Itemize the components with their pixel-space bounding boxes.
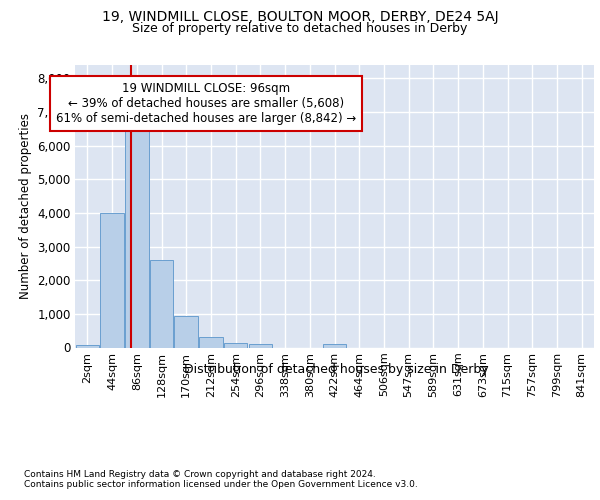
- Bar: [175, 316, 198, 348]
- Text: 19, WINDMILL CLOSE, BOULTON MOOR, DERBY, DE24 5AJ: 19, WINDMILL CLOSE, BOULTON MOOR, DERBY,…: [101, 10, 499, 24]
- Bar: [150, 260, 173, 348]
- Bar: [248, 344, 272, 348]
- Y-axis label: Number of detached properties: Number of detached properties: [19, 114, 32, 299]
- Text: Contains HM Land Registry data © Crown copyright and database right 2024.: Contains HM Land Registry data © Crown c…: [24, 470, 376, 479]
- Bar: [323, 344, 346, 348]
- Bar: [125, 126, 149, 348]
- Bar: [224, 344, 247, 347]
- Text: Size of property relative to detached houses in Derby: Size of property relative to detached ho…: [133, 22, 467, 35]
- Bar: [199, 337, 223, 347]
- Text: 19 WINDMILL CLOSE: 96sqm
← 39% of detached houses are smaller (5,608)
61% of sem: 19 WINDMILL CLOSE: 96sqm ← 39% of detach…: [56, 82, 356, 125]
- Bar: [76, 345, 99, 348]
- Bar: [100, 213, 124, 348]
- Text: Contains public sector information licensed under the Open Government Licence v3: Contains public sector information licen…: [24, 480, 418, 489]
- Text: Distribution of detached houses by size in Derby: Distribution of detached houses by size …: [184, 362, 488, 376]
